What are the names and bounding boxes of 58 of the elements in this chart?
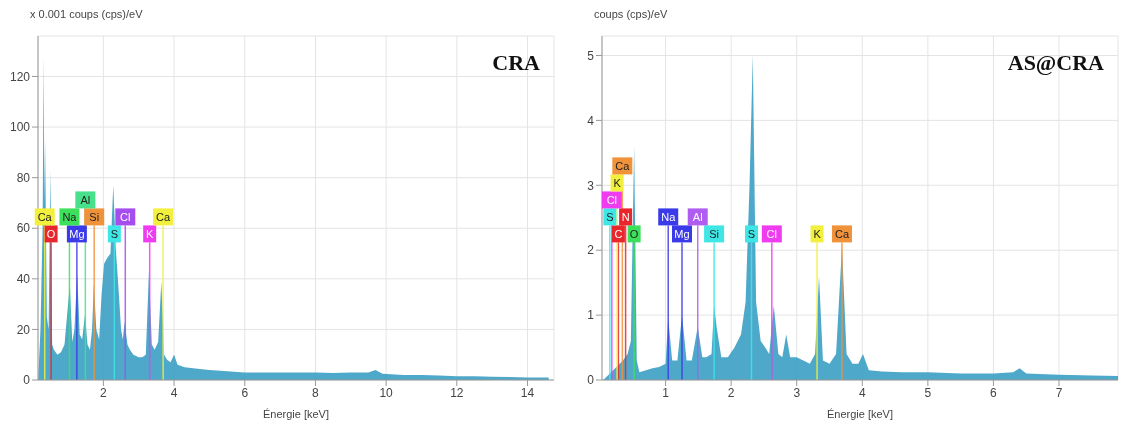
- y-tick-label: 40: [16, 272, 31, 287]
- ref-line-label: Mg: [69, 227, 85, 240]
- y-tick-label: 60: [16, 221, 31, 236]
- ref-line-label: Cl: [120, 210, 131, 223]
- ref-line-label: Al: [692, 210, 703, 223]
- x-tick-label: 2: [100, 385, 108, 400]
- x-tick-label: 10: [379, 385, 394, 400]
- x-tick-label: 1: [662, 385, 670, 400]
- ref-line-label: N: [621, 210, 630, 223]
- ref-line-label: Ca: [156, 210, 172, 223]
- ref-line-label: Cl: [606, 193, 618, 206]
- ref-line-label: Si: [709, 227, 720, 240]
- ref-line-label: K: [146, 227, 155, 240]
- ref-line-label: Ca: [615, 159, 631, 172]
- y-tick-label: 0: [23, 373, 31, 388]
- y-tick-label: 2: [587, 243, 595, 258]
- text: CRA: [492, 50, 540, 76]
- y-tick-label: 80: [16, 170, 31, 185]
- ref-line-label: K: [613, 176, 622, 189]
- x-tick-label: 6: [990, 385, 998, 400]
- x-tick-label: 4: [170, 385, 178, 400]
- y-axis-title: coups (cps)/eV: [594, 8, 668, 20]
- y-tick-label: 4: [587, 113, 595, 128]
- text: AS@CRA: [1007, 50, 1104, 76]
- x-tick-label: 3: [793, 385, 801, 400]
- y-tick-label: 20: [16, 322, 31, 337]
- ref-line-label: O: [46, 227, 56, 240]
- x-tick-label: 12: [450, 385, 464, 400]
- x-axis-title: Énergie [keV]: [262, 408, 330, 420]
- x-tick-label: 7: [1055, 385, 1063, 400]
- y-tick-label: 3: [587, 178, 595, 193]
- ref-line-label: Al: [80, 193, 91, 206]
- ref-line-label: Na: [661, 210, 677, 223]
- y-tick-label: 1: [587, 308, 595, 323]
- x-tick-label: 6: [241, 385, 249, 400]
- x-axis-title: Énergie [keV]: [826, 408, 894, 420]
- x-tick-label: 5: [924, 385, 932, 400]
- ref-line-label: S: [747, 227, 756, 240]
- ref-line-label: Ca: [834, 227, 850, 240]
- x-tick-label: 14: [520, 385, 535, 400]
- ref-line-label: S: [606, 210, 614, 223]
- ref-line-label: Cl: [766, 227, 778, 240]
- y-tick-label: 120: [9, 69, 31, 84]
- ref-line-label: O: [629, 227, 639, 240]
- y-axis-title: x 0.001 coups (cps)/eV: [30, 8, 143, 20]
- y-tick-label: 100: [9, 120, 31, 135]
- x-tick-label: 8: [312, 385, 320, 400]
- ref-line-label: Mg: [674, 227, 690, 240]
- y-tick-label: 0: [587, 373, 595, 388]
- ref-line-label: Si: [89, 210, 100, 223]
- y-tick-label: 5: [587, 48, 595, 63]
- ref-line-label: S: [110, 227, 119, 240]
- ref-line-label: Ca: [37, 210, 53, 223]
- ref-line-label: C: [614, 227, 623, 240]
- ref-line-label: Na: [62, 210, 78, 223]
- ref-line-label: K: [813, 227, 822, 240]
- x-tick-label: 2: [727, 385, 735, 400]
- x-tick-label: 4: [858, 385, 866, 400]
